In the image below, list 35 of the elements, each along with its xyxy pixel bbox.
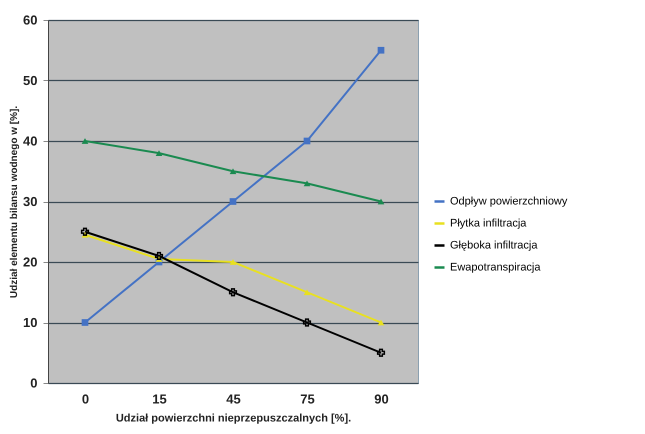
point	[228, 288, 238, 296]
x-tick-label: 45	[226, 392, 241, 406]
point	[302, 318, 312, 327]
x-tick-label: 90	[374, 392, 389, 406]
x-tick-label: 0	[82, 392, 90, 406]
point	[230, 198, 236, 205]
point	[230, 168, 236, 174]
y-tick-label: 20	[23, 254, 38, 270]
legend-label: Ewapotranspiracja	[450, 262, 542, 274]
point	[230, 259, 236, 265]
legend-label: Głęboka infiltracja	[450, 240, 538, 252]
point	[156, 150, 162, 156]
point	[304, 138, 310, 144]
point	[378, 46, 384, 54]
point	[82, 138, 88, 144]
point	[378, 320, 384, 326]
point	[80, 228, 90, 236]
x-tick-label: 15	[152, 392, 167, 406]
y-tick-label: 60	[23, 12, 38, 28]
x-tick-label: 75	[300, 392, 315, 406]
point	[304, 289, 310, 296]
point	[376, 348, 386, 357]
y-tick-label: 30	[23, 194, 38, 209]
legend-label: Płytka infiltracja	[450, 218, 528, 230]
y-tick-label: 0	[30, 376, 38, 390]
y-axis-title: Udział elementu bilansu wodnego w [%].	[9, 106, 20, 298]
legend-label: Odpływ powierzchniowy	[450, 196, 568, 208]
y-tick-label: 10	[23, 315, 38, 330]
x-axis-title: Udział powierzchni nieprzepuszczalnych [%].	[116, 412, 352, 424]
point	[154, 252, 164, 260]
point	[82, 319, 88, 326]
point	[378, 198, 384, 204]
y-tick-label: 40	[23, 134, 38, 148]
y-tick-label: 50	[23, 73, 38, 88]
point	[304, 180, 310, 186]
